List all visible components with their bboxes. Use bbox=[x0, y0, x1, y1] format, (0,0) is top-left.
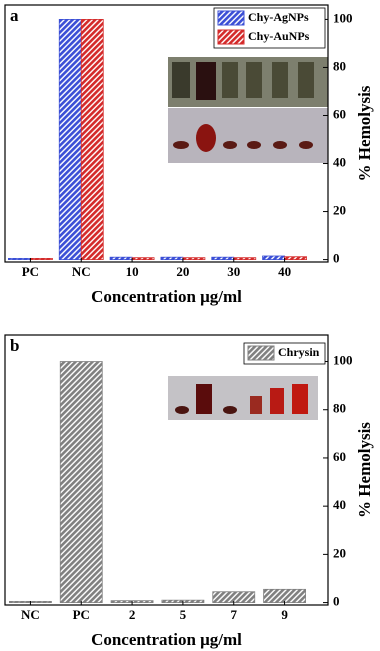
x-tick-label: 10 bbox=[126, 264, 139, 279]
bar bbox=[131, 257, 155, 260]
legend-swatch bbox=[217, 29, 245, 45]
plot-frame bbox=[4, 334, 329, 606]
bar bbox=[80, 19, 104, 260]
bar bbox=[30, 257, 53, 260]
bar bbox=[263, 588, 306, 603]
photo-inset bbox=[168, 57, 328, 163]
bar bbox=[212, 591, 256, 603]
y-tick-label: 40 bbox=[333, 155, 346, 170]
bar bbox=[262, 255, 285, 260]
y-tick-label: 80 bbox=[333, 58, 346, 73]
bar bbox=[284, 256, 307, 260]
y-tick-label: 0 bbox=[333, 251, 340, 266]
y-tick-label: 100 bbox=[333, 353, 353, 368]
y-tick-label: 20 bbox=[333, 203, 346, 218]
bar bbox=[233, 257, 257, 260]
x-tick-label: 2 bbox=[129, 607, 136, 622]
x-tick-label: 7 bbox=[231, 607, 238, 622]
x-tick-label: NC bbox=[72, 264, 91, 279]
x-tick-label: NC bbox=[21, 607, 40, 622]
bar bbox=[8, 257, 31, 260]
y-tick-label: 60 bbox=[333, 106, 346, 121]
x-axis-label: Concentration μg/ml bbox=[91, 630, 242, 649]
y-tick-label: 60 bbox=[333, 449, 346, 464]
photo-inset bbox=[168, 376, 318, 420]
y-tick-label: 20 bbox=[333, 545, 346, 560]
x-tick-label: PC bbox=[73, 607, 90, 622]
legend-label: Chy-AuNPs bbox=[248, 29, 310, 43]
legend-swatch bbox=[217, 10, 245, 26]
x-tick-label: 9 bbox=[281, 607, 288, 622]
legend-label: Chrysin bbox=[278, 345, 320, 359]
panel-label: a bbox=[10, 6, 19, 25]
y-tick-label: 40 bbox=[333, 497, 346, 512]
x-tick-label: 30 bbox=[227, 264, 240, 279]
bar bbox=[109, 256, 133, 260]
legend-swatch bbox=[247, 345, 275, 361]
legend-label: Chy-AgNPs bbox=[248, 10, 309, 24]
plot-frame bbox=[4, 4, 329, 263]
x-tick-label: 20 bbox=[176, 264, 189, 279]
bar bbox=[182, 257, 206, 260]
x-tick-label: 5 bbox=[180, 607, 187, 622]
y-tick-label: 100 bbox=[333, 10, 353, 25]
bar bbox=[58, 19, 82, 260]
y-axis-label: % Hemolysis bbox=[355, 85, 374, 181]
panel-label: b bbox=[10, 336, 19, 355]
x-axis-label: Concentration μg/ml bbox=[91, 287, 242, 306]
y-axis-label: % Hemolysis bbox=[355, 422, 374, 518]
y-tick-label: 80 bbox=[333, 401, 346, 416]
y-tick-label: 0 bbox=[333, 594, 340, 609]
bar bbox=[59, 361, 103, 603]
x-tick-label: PC bbox=[22, 264, 39, 279]
x-tick-label: 40 bbox=[278, 264, 291, 279]
bar bbox=[160, 256, 184, 260]
bar bbox=[211, 256, 235, 260]
